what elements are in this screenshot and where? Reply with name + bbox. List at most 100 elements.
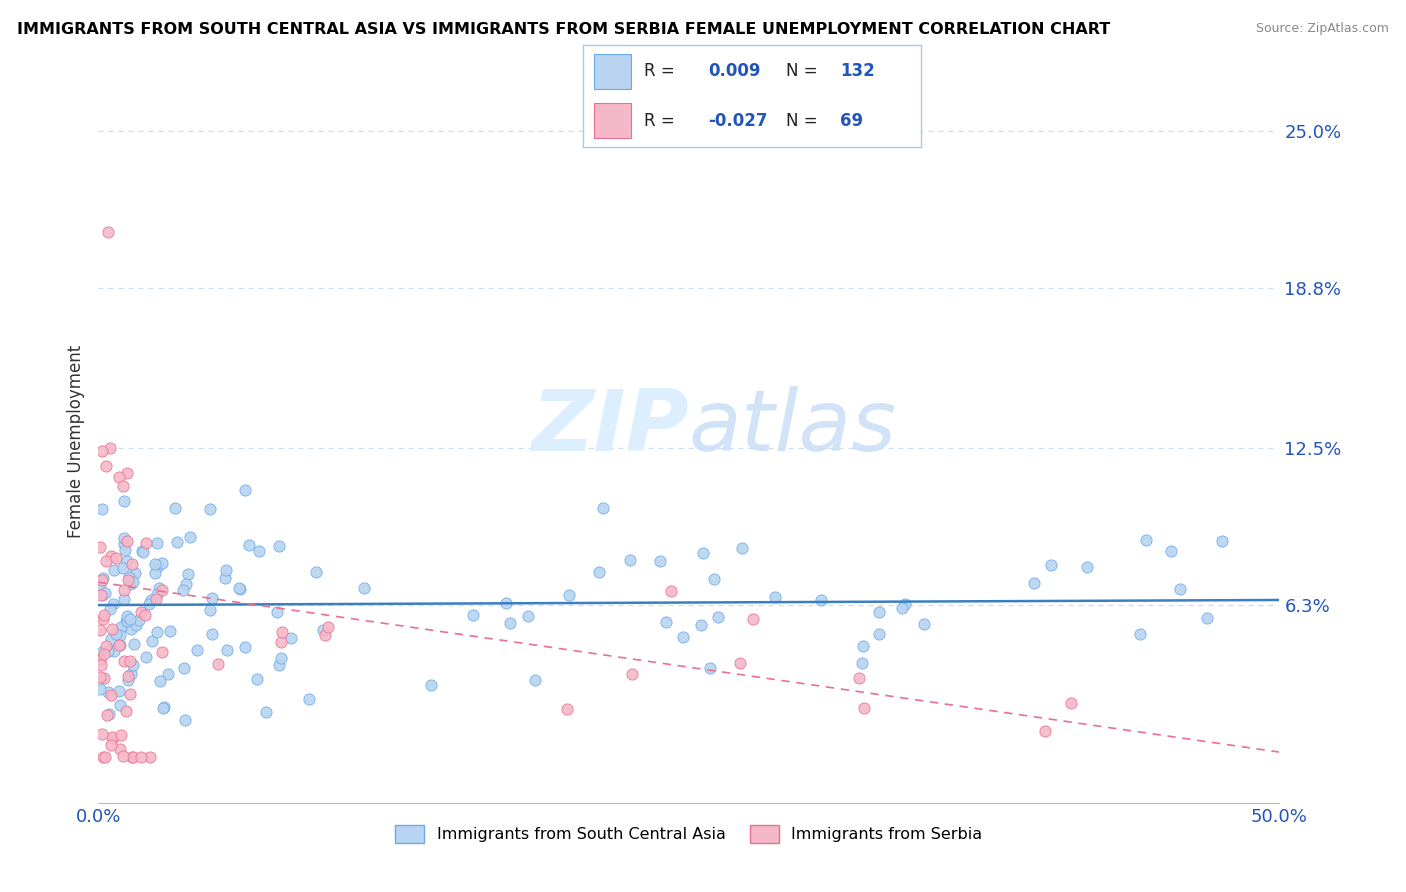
Point <box>173 660 195 674</box>
Point <box>94 458 117 473</box>
Point <box>280 631 302 645</box>
Point <box>120 622 142 636</box>
Point <box>97 643 120 657</box>
Point <box>165 500 187 515</box>
Point <box>461 607 484 622</box>
Point <box>153 700 176 714</box>
Point <box>100 632 122 647</box>
Point <box>852 640 875 654</box>
Point <box>108 741 131 756</box>
Point <box>114 543 136 558</box>
Text: -0.027: -0.027 <box>709 112 768 129</box>
Point <box>110 620 132 634</box>
Text: 132: 132 <box>839 62 875 80</box>
Point <box>851 656 873 670</box>
Text: Source: ZipAtlas.com: Source: ZipAtlas.com <box>1256 22 1389 36</box>
Point <box>659 584 682 599</box>
Point <box>186 643 208 657</box>
Point <box>172 582 194 597</box>
Point <box>1168 582 1191 597</box>
Point <box>588 565 610 579</box>
Point <box>139 750 162 764</box>
Point <box>619 553 641 567</box>
Point <box>93 749 115 764</box>
Point <box>90 443 112 458</box>
Point <box>353 582 375 596</box>
Point <box>852 701 875 715</box>
Point <box>214 571 236 585</box>
Point <box>848 671 870 685</box>
Point <box>145 624 167 639</box>
Point <box>217 643 239 657</box>
Point <box>98 602 121 616</box>
Text: IMMIGRANTS FROM SOUTH CENTRAL ASIA VS IMMIGRANTS FROM SERBIA FEMALE UNEMPLOYMENT: IMMIGRANTS FROM SOUTH CENTRAL ASIA VS IM… <box>17 22 1111 37</box>
Text: R =: R = <box>644 62 675 80</box>
Point <box>1211 534 1233 549</box>
Point <box>316 620 339 634</box>
Point <box>124 566 146 581</box>
Point <box>121 750 143 764</box>
Point <box>728 656 751 670</box>
Point <box>201 627 224 641</box>
Point <box>247 544 270 558</box>
Point <box>314 628 336 642</box>
Point <box>148 559 170 574</box>
Point <box>96 554 118 568</box>
Point <box>90 658 112 673</box>
Text: ZIP: ZIP <box>531 385 689 468</box>
Point <box>103 597 125 611</box>
Point <box>112 531 135 545</box>
Point <box>93 648 115 662</box>
Point <box>118 687 141 701</box>
Point <box>1160 543 1182 558</box>
Point <box>112 654 135 668</box>
Point <box>96 707 118 722</box>
Point <box>305 565 328 579</box>
Point <box>690 618 713 632</box>
Point <box>90 645 112 659</box>
Point <box>112 478 135 492</box>
Point <box>94 586 117 600</box>
Point <box>97 226 120 240</box>
Point <box>703 572 725 586</box>
Point <box>112 561 135 575</box>
Point <box>141 634 163 648</box>
Point <box>228 582 250 596</box>
Point <box>115 554 138 568</box>
Point <box>868 627 890 641</box>
Point <box>89 624 111 638</box>
Point <box>117 574 139 588</box>
Point <box>90 574 112 588</box>
Point <box>179 530 201 544</box>
Point <box>215 563 238 577</box>
Point <box>107 638 129 652</box>
Point <box>91 611 114 625</box>
Point <box>129 605 152 619</box>
Point <box>89 578 111 592</box>
Point <box>100 549 122 564</box>
Point <box>176 566 198 581</box>
Point <box>117 673 139 687</box>
Point <box>91 750 114 764</box>
Point <box>98 441 121 455</box>
Point <box>89 653 111 667</box>
Point <box>742 612 765 626</box>
Point <box>254 705 277 719</box>
Point <box>89 681 111 696</box>
Point <box>810 592 832 607</box>
Point <box>1076 560 1098 574</box>
Point <box>118 612 141 626</box>
Text: 0.009: 0.009 <box>709 62 761 80</box>
Point <box>150 582 173 597</box>
Point <box>655 615 678 629</box>
Point <box>235 483 257 497</box>
Point <box>621 667 644 681</box>
Point <box>108 628 131 642</box>
Point <box>139 593 162 607</box>
Point <box>134 607 156 622</box>
Point <box>135 649 157 664</box>
Point <box>89 670 111 684</box>
Point <box>1197 611 1219 625</box>
Point <box>420 678 443 692</box>
Point <box>101 730 124 744</box>
